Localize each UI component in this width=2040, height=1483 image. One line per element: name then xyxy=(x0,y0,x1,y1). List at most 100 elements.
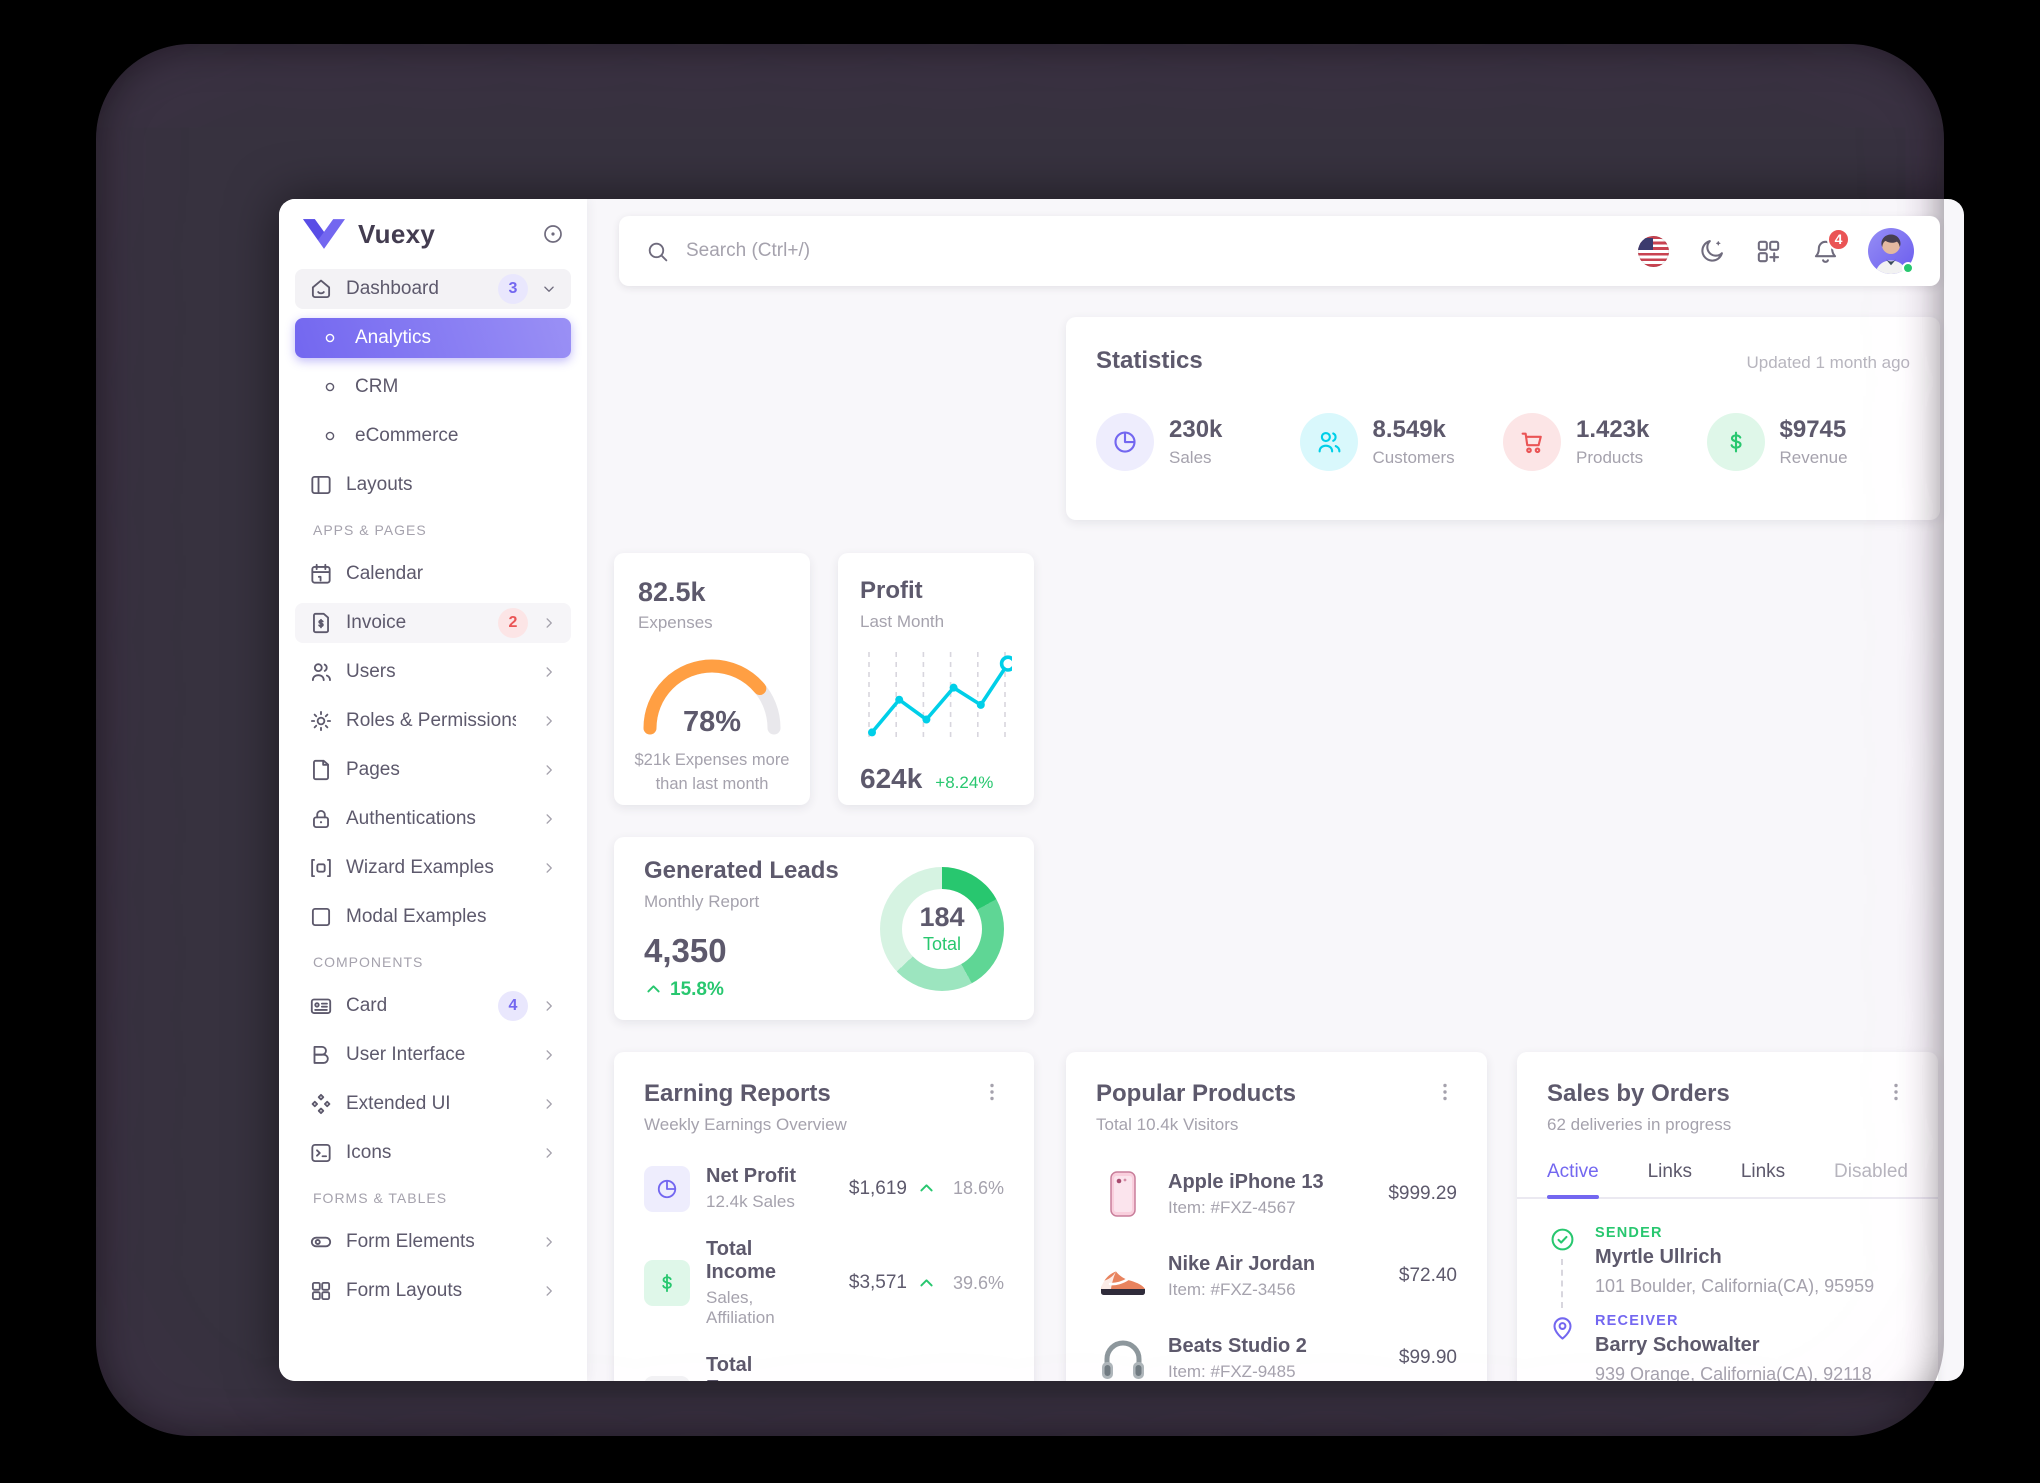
sidebar-item-label: Wizard Examples xyxy=(346,857,494,878)
sidebar-item-card[interactable]: Card 4 xyxy=(295,986,571,1026)
timeline-name: Barry Schowalter xyxy=(1595,1334,1760,1356)
sidebar-collapse-toggle[interactable] xyxy=(541,222,565,246)
user-avatar[interactable] xyxy=(1868,228,1914,274)
layouts-icon xyxy=(308,472,334,498)
search-icon xyxy=(645,239,670,264)
profit-value: 624k xyxy=(860,763,923,794)
profit-card: Profit Last Month 624k +8.24% xyxy=(838,553,1034,805)
statistics-title: Statistics xyxy=(1096,347,1203,374)
orders-tabs: Active Links Links Disabled xyxy=(1517,1161,1938,1199)
square-icon xyxy=(308,904,334,930)
sidebar-item-roles-permissions[interactable]: Roles & Permissions xyxy=(295,701,571,741)
dot-icon xyxy=(317,325,343,351)
trend-up-icon xyxy=(644,980,663,999)
wizard-icon xyxy=(308,855,334,881)
dollar-icon xyxy=(1706,413,1765,471)
chevron-right-icon xyxy=(540,712,558,730)
product-item-code: Item: #FXZ-3456 xyxy=(1168,1279,1296,1299)
timeline-item: RECEIVER Barry Schowalter 939 Orange, Cali… xyxy=(1547,1313,1908,1381)
app-window: Vuexy Dashboard 3 Analytics CRM eCommerce Lay… xyxy=(279,199,1964,1381)
item-count-badge: 3 xyxy=(498,274,528,304)
sidebar-item-invoice[interactable]: Invoice 2 xyxy=(295,603,571,643)
expenses-value: 82.5k xyxy=(638,577,706,607)
sidebar-section-title: FORMS & TABLES xyxy=(313,1190,448,1206)
tab-active-0[interactable]: Active xyxy=(1547,1161,1599,1199)
dot-icon xyxy=(317,374,343,400)
dollar-icon xyxy=(644,1260,690,1306)
stat-item: 1.423k Products xyxy=(1503,413,1707,471)
kebab-menu-icon[interactable] xyxy=(1884,1080,1908,1104)
earning-change: 39.6% xyxy=(952,1272,1004,1293)
kebab-menu-icon[interactable] xyxy=(1433,1080,1457,1104)
sidebar-item-ecommerce[interactable]: eCommerce xyxy=(295,416,571,456)
earning-name: Total Expenses xyxy=(706,1354,799,1381)
sidebar-item-label: Modal Examples xyxy=(346,906,487,927)
sidebar-item-form-layouts[interactable]: Form Layouts xyxy=(295,1271,571,1311)
tab-disabled-3[interactable]: Disabled xyxy=(1834,1161,1908,1182)
vuexy-logo-icon[interactable] xyxy=(303,219,345,249)
product-price: $999.29 xyxy=(1388,1183,1457,1204)
sidebar: Vuexy Dashboard 3 Analytics CRM eCommerce Lay… xyxy=(279,199,587,1381)
sidebar-item-crm[interactable]: CRM xyxy=(295,367,571,407)
sales-by-orders-card: Sales by Orders 62 deliveries in progres… xyxy=(1517,1052,1938,1381)
leads-total-label: Total xyxy=(922,934,962,954)
sidebar-section-title: APPS & PAGES xyxy=(313,522,427,538)
product-price: $99.90 xyxy=(1398,1347,1457,1368)
orders-timeline: SENDER Myrtle Ullrich 101 Boulder, Califor… xyxy=(1517,1199,1938,1381)
earning-title: Earning Reports xyxy=(644,1080,831,1107)
stat-label: Products xyxy=(1576,448,1644,467)
stat-value: 8.549k xyxy=(1372,416,1446,443)
sidebar-item-users[interactable]: Users xyxy=(295,652,571,692)
expenses-card: 82.5k Expenses 78% $21k Expenses more th… xyxy=(614,553,810,805)
toggle-icon xyxy=(308,1229,334,1255)
sidebar-item-user-interface[interactable]: User Interface xyxy=(295,1035,571,1075)
kebab-menu-icon[interactable] xyxy=(980,1080,1004,1104)
users-icon xyxy=(308,659,334,685)
sidebar-item-authentications[interactable]: Authentications xyxy=(295,799,571,839)
sidebar-item-wizard-examples[interactable]: Wizard Examples xyxy=(295,848,571,888)
shortcuts-grid-icon[interactable] xyxy=(1754,237,1783,266)
expenses-gauge-chart: 78% xyxy=(636,649,788,738)
notifications-bell-icon[interactable]: 4 xyxy=(1811,227,1850,266)
invoice-icon xyxy=(308,610,334,636)
generated-leads-card: Generated Leads Monthly Report 4,350 15.… xyxy=(614,837,1034,1020)
sidebar-item-dashboard[interactable]: Dashboard 3 xyxy=(295,269,571,309)
chevron-right-icon xyxy=(540,1046,558,1064)
gear-icon xyxy=(308,708,334,734)
lock-icon xyxy=(308,806,334,832)
tab-links-1[interactable]: Links xyxy=(1647,1161,1692,1182)
language-flag-icon[interactable] xyxy=(1638,235,1669,267)
sidebar-item-icons[interactable]: Icons xyxy=(295,1133,571,1173)
chevron-right-icon xyxy=(540,1144,558,1162)
product-row: Apple iPhone 13 Item: #FXZ-4567 $999.29 xyxy=(1096,1167,1457,1221)
timeline-address: 939 Orange, California(CA), 92118 xyxy=(1595,1364,1872,1381)
timeline-role: RECEIVER xyxy=(1595,1313,1679,1329)
tab-links-2[interactable]: Links xyxy=(1740,1161,1786,1182)
sidebar-item-form-elements[interactable]: Form Elements xyxy=(295,1222,571,1262)
product-item-code: Item: #FXZ-9485 xyxy=(1168,1361,1296,1381)
expenses-caption: $21k Expenses more than last month xyxy=(634,751,790,793)
chevron-down-icon xyxy=(540,280,558,298)
chevron-right-icon xyxy=(540,761,558,779)
sidebar-item-calendar[interactable]: Calendar xyxy=(295,554,571,594)
stat-value: $9745 xyxy=(1779,416,1847,443)
sidebar-item-label: CRM xyxy=(355,376,399,397)
search-input[interactable] xyxy=(686,240,1106,262)
products-subtitle: Total 10.4k Visitors xyxy=(1096,1115,1239,1134)
profit-line-chart xyxy=(860,648,1017,751)
dark-mode-moon-icon[interactable] xyxy=(1697,237,1726,266)
sidebar-section-title: COMPONENTS xyxy=(313,954,424,970)
sidebar-item-layouts[interactable]: Layouts xyxy=(295,465,571,505)
sidebar-item-extended-ui[interactable]: Extended UI xyxy=(295,1084,571,1124)
profit-change: +8.24% xyxy=(935,773,994,792)
chevron-right-icon xyxy=(540,1095,558,1113)
earning-subtitle: Weekly Earnings Overview xyxy=(644,1115,847,1134)
profit-title: Profit xyxy=(860,577,923,604)
sidebar-item-analytics[interactable]: Analytics xyxy=(295,318,571,358)
chevron-right-icon xyxy=(540,1282,558,1300)
sidebar-item-label: eCommerce xyxy=(355,425,459,446)
sidebar-item-label: Extended UI xyxy=(346,1093,451,1114)
product-row: Nike Air Jordan Item: #FXZ-3456 $72.40 xyxy=(1096,1249,1457,1303)
sidebar-item-modal-examples[interactable]: Modal Examples xyxy=(295,897,571,937)
sidebar-item-pages[interactable]: Pages xyxy=(295,750,571,790)
